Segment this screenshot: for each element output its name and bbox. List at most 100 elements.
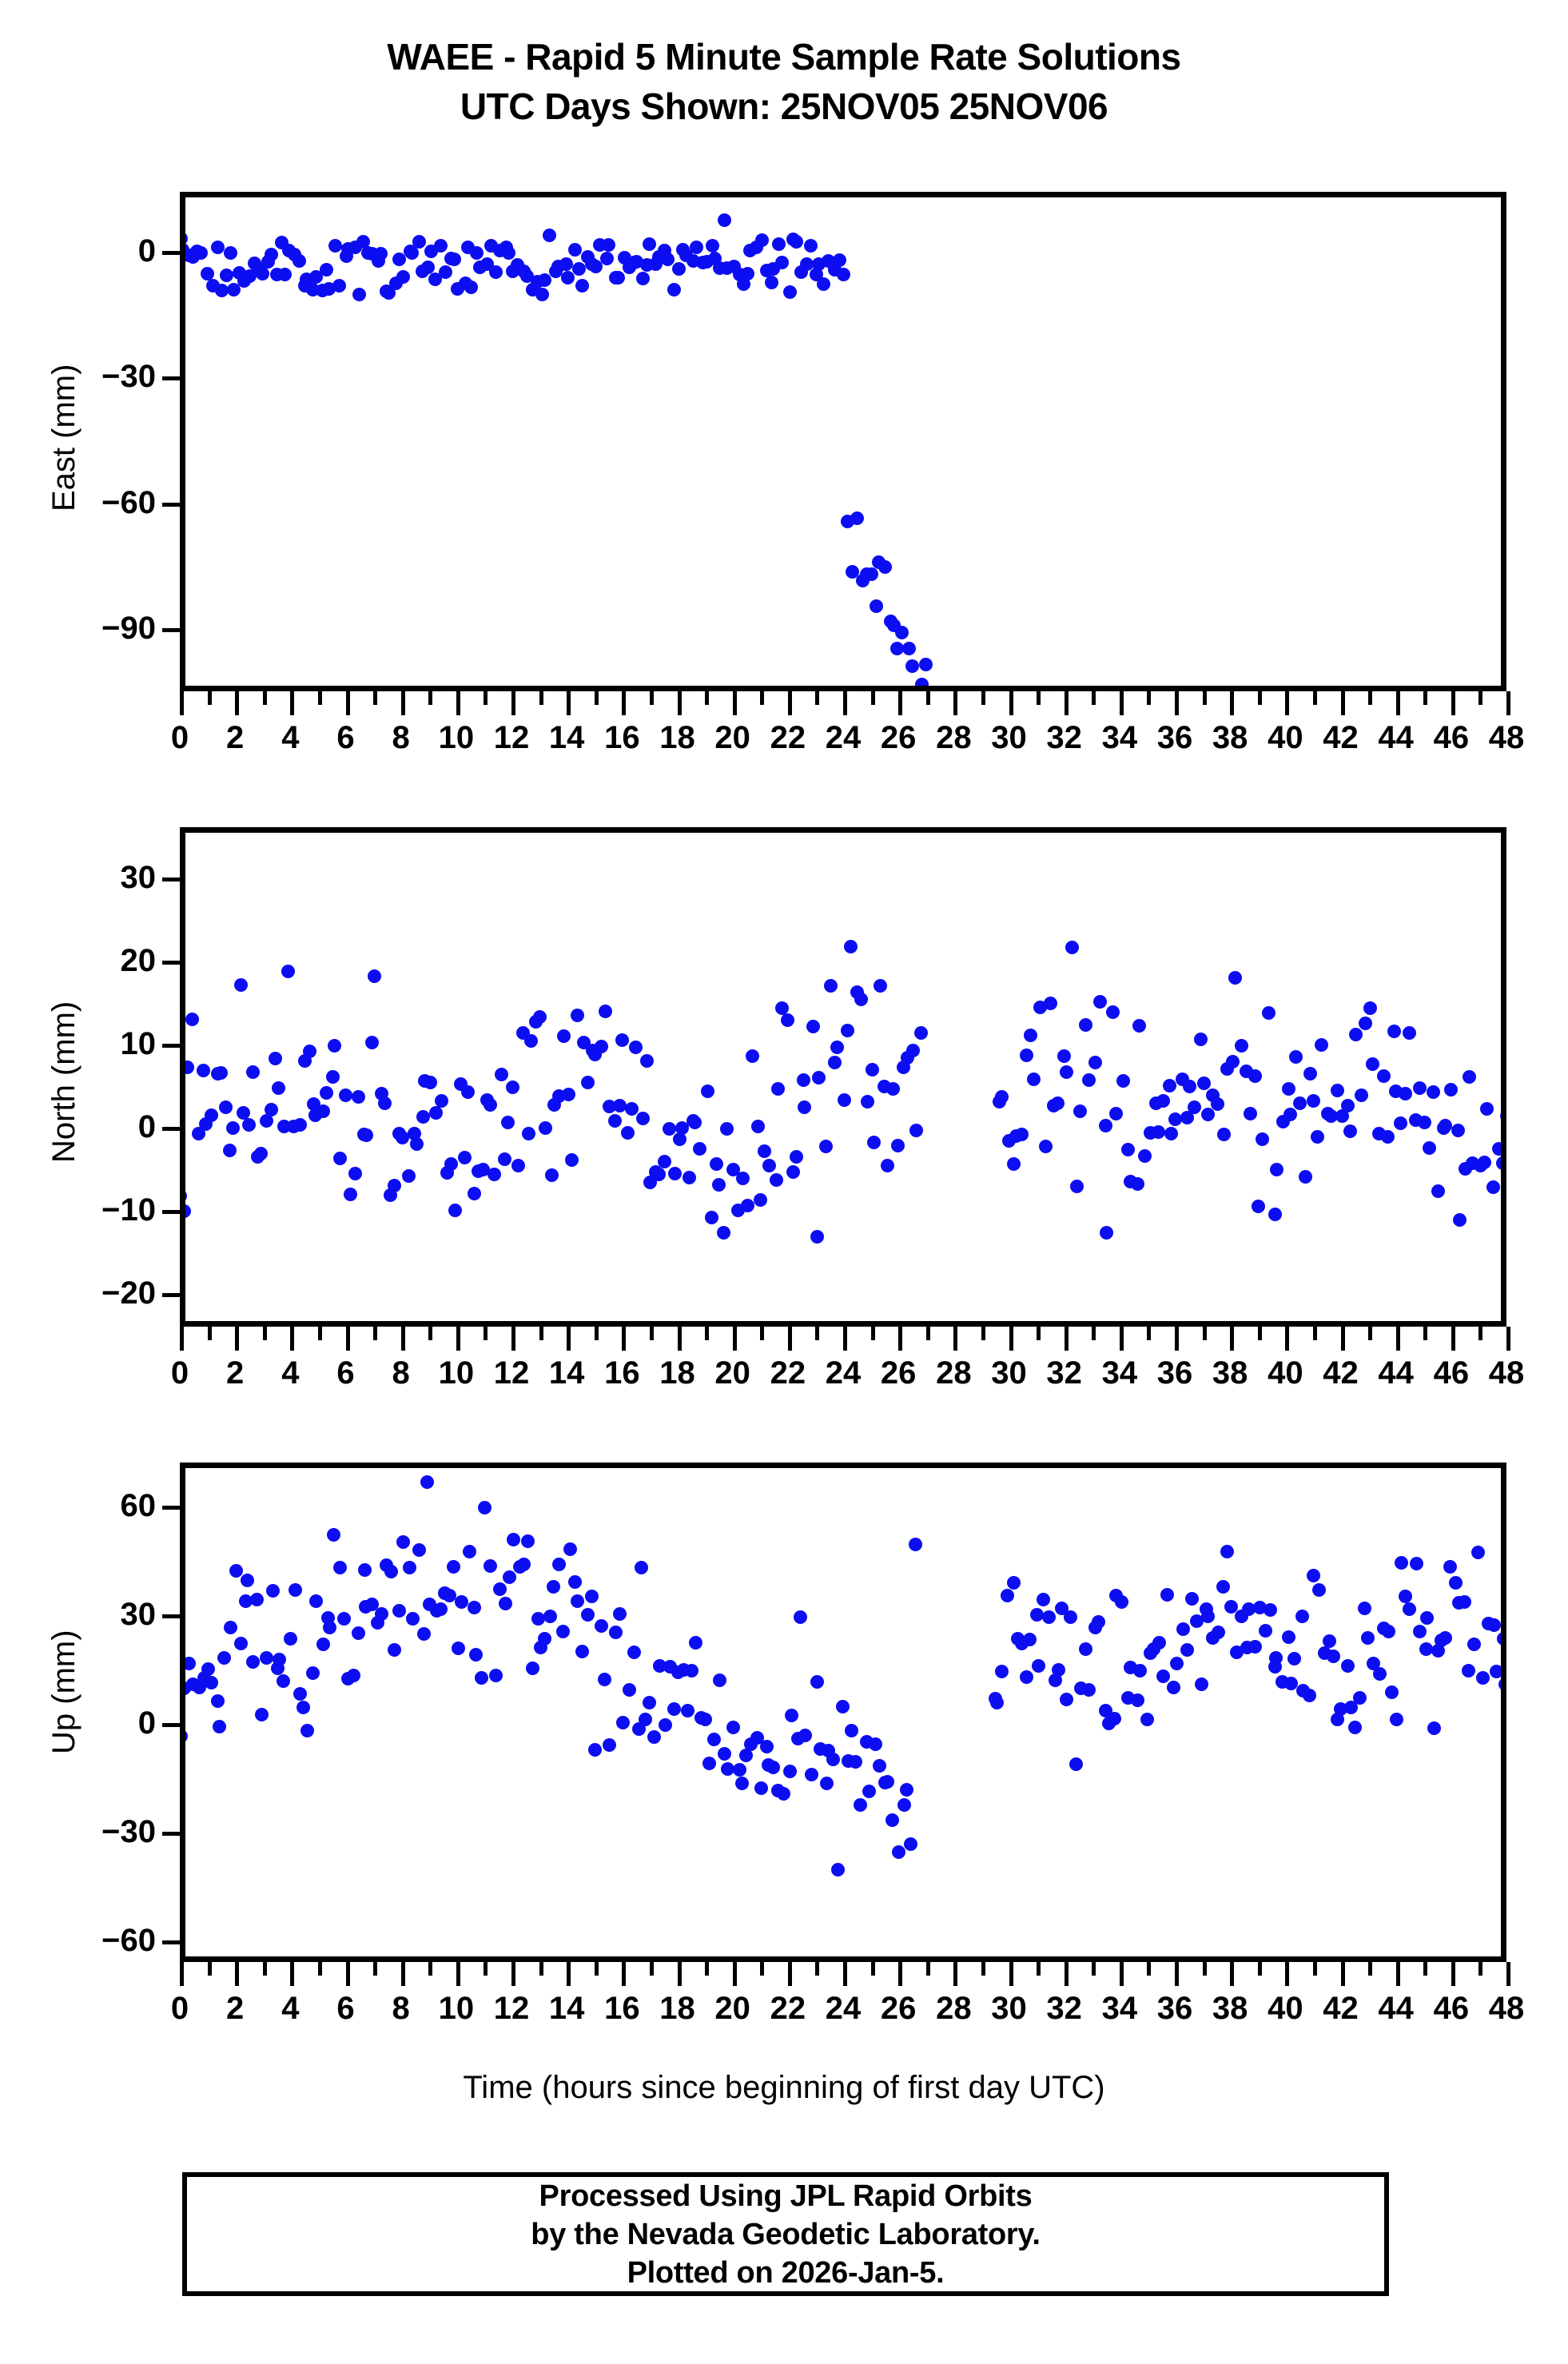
data-point xyxy=(272,1652,286,1666)
data-point xyxy=(786,1164,801,1179)
x-tick-east-component xyxy=(870,691,875,705)
data-point xyxy=(1079,1642,1093,1657)
x-tick-north-component xyxy=(373,1327,378,1340)
data-point xyxy=(1164,1127,1179,1141)
x-tick-label-north-component: 12 xyxy=(493,1355,530,1391)
data-point xyxy=(1463,1069,1477,1084)
data-point xyxy=(1402,1602,1416,1617)
data-point xyxy=(288,1582,302,1597)
data-point xyxy=(1001,1589,1015,1603)
x-tick-north-component xyxy=(1423,1327,1428,1340)
y-tick-north-component xyxy=(162,1043,180,1048)
data-point xyxy=(908,1537,922,1551)
y-tick-label-north-component: 0 xyxy=(137,1109,156,1144)
data-point xyxy=(874,978,888,993)
data-point xyxy=(1130,1176,1144,1191)
data-point xyxy=(446,1559,460,1574)
data-point xyxy=(563,1542,577,1556)
x-tick-label-east-component: 28 xyxy=(936,720,972,755)
data-point xyxy=(1069,1180,1084,1194)
x-tick-north-component xyxy=(290,1327,295,1351)
x-tick-label-up-component: 26 xyxy=(880,1991,917,2026)
x-tick-label-east-component: 4 xyxy=(281,720,300,755)
data-point xyxy=(753,1193,767,1208)
data-point xyxy=(332,279,347,293)
data-point xyxy=(845,1724,859,1738)
x-tick-east-component xyxy=(290,691,295,715)
data-point xyxy=(600,251,615,265)
data-point xyxy=(643,1695,657,1709)
y-tick-up-component xyxy=(162,1614,180,1619)
data-point xyxy=(522,1127,536,1141)
data-point xyxy=(1140,1713,1154,1727)
data-point xyxy=(1270,1163,1284,1177)
data-point xyxy=(476,1163,490,1177)
data-point xyxy=(210,241,225,255)
x-tick-east-component xyxy=(1147,691,1152,705)
data-point xyxy=(1156,1093,1171,1108)
data-point xyxy=(1088,1056,1102,1070)
y-tick-east-component xyxy=(162,376,180,381)
data-point xyxy=(302,1045,316,1059)
data-point xyxy=(1390,1713,1404,1727)
data-point xyxy=(396,269,410,284)
data-point xyxy=(994,1090,1009,1104)
data-point xyxy=(502,246,516,261)
data-point xyxy=(265,1584,280,1598)
x-tick-up-component xyxy=(981,1962,985,1976)
data-point xyxy=(277,267,292,281)
data-point xyxy=(1413,1624,1427,1638)
x-tick-label-up-component: 28 xyxy=(936,1991,972,2026)
data-point xyxy=(1387,1024,1401,1038)
data-point xyxy=(467,1601,481,1615)
data-point xyxy=(750,1731,764,1745)
data-point xyxy=(433,239,448,253)
data-point xyxy=(520,269,535,283)
data-point xyxy=(483,1098,497,1112)
data-point xyxy=(870,599,884,613)
data-point xyxy=(470,246,484,261)
x-tick-label-east-component: 30 xyxy=(991,720,1027,755)
data-point xyxy=(850,511,864,525)
data-point xyxy=(537,273,551,287)
data-point xyxy=(499,1597,513,1611)
data-point xyxy=(810,1674,824,1689)
data-point xyxy=(448,1204,463,1218)
data-point xyxy=(716,1225,730,1240)
data-point xyxy=(412,1542,426,1557)
data-point xyxy=(532,1010,547,1025)
data-point xyxy=(995,1665,1009,1679)
data-point xyxy=(1051,1096,1065,1111)
data-point xyxy=(585,1590,599,1603)
x-tick-up-component xyxy=(290,1962,295,1986)
data-point xyxy=(464,280,479,294)
data-point xyxy=(1333,1701,1347,1716)
data-point xyxy=(416,1110,431,1124)
data-point xyxy=(1340,1659,1355,1674)
data-point xyxy=(741,267,754,281)
data-point xyxy=(1176,1622,1191,1636)
x-tick-label-east-component: 22 xyxy=(770,720,806,755)
data-point xyxy=(689,1636,703,1650)
x-tick-north-component xyxy=(1175,1327,1179,1351)
data-point xyxy=(895,625,909,639)
x-tick-up-component xyxy=(484,1962,488,1976)
x-tick-north-component xyxy=(207,1327,212,1340)
data-point xyxy=(1133,1664,1148,1678)
x-tick-north-component xyxy=(1368,1327,1373,1340)
y-tick-label-up-component: −30 xyxy=(101,1813,156,1849)
data-point xyxy=(1398,1589,1412,1603)
y-tick-label-north-component: 20 xyxy=(120,942,157,978)
data-point xyxy=(308,270,323,285)
data-point xyxy=(501,1116,515,1130)
data-point xyxy=(841,1024,855,1038)
data-point xyxy=(365,1597,380,1611)
data-point xyxy=(457,1150,472,1164)
axes-frame-up xyxy=(180,1463,1506,1962)
data-point xyxy=(1220,1544,1235,1558)
data-point xyxy=(1306,1568,1320,1582)
data-point xyxy=(1006,1575,1021,1590)
data-point xyxy=(869,1737,883,1751)
y-tick-north-component xyxy=(162,1293,180,1298)
x-tick-up-component xyxy=(1285,1962,1290,1986)
